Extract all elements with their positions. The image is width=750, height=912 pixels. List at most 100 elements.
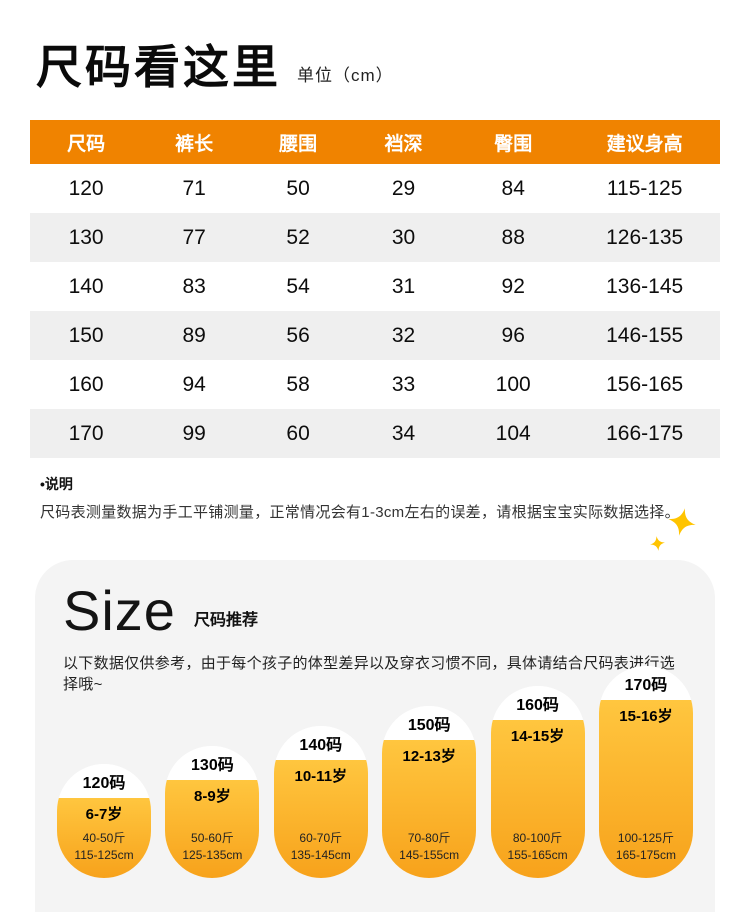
table-cell: 52 xyxy=(286,225,310,249)
table-cell: 104 xyxy=(495,421,531,445)
table-cell: 96 xyxy=(501,323,525,347)
pill-weight-height: 60-70斤 135-145cm xyxy=(291,830,351,864)
table-cell: 126-135 xyxy=(606,225,684,249)
table-cell: 92 xyxy=(501,274,525,298)
table-cell: 71 xyxy=(182,176,206,200)
pill-weight-height: 40-50斤 115-125cm xyxy=(74,830,133,864)
table-cell: 150 xyxy=(68,323,104,347)
table-cell: 130 xyxy=(68,225,104,249)
pill-body: 12-13岁 70-80斤 145-155cm xyxy=(382,740,477,878)
pill-height: 115-125cm xyxy=(74,848,134,863)
table-row: 170 99 60 34 104 166-175 xyxy=(30,409,720,458)
note-text: 尺码表测量数据为手工平铺测量，正常情况会有1-3cm左右的误差，请根据宝宝实际数… xyxy=(40,504,680,521)
pill-height: 145-155cm xyxy=(399,848,460,863)
page-title: 尺码看这里 xyxy=(36,41,281,93)
pill-weight-height: 80-100斤 155-165cm xyxy=(508,830,568,864)
sparkle-icon xyxy=(665,505,698,538)
size-section-subtitle: 尺码推荐 xyxy=(193,612,258,630)
pill-size-code: 130码 xyxy=(165,746,260,780)
table-cell: 60 xyxy=(286,421,310,445)
pill-body: 15-16岁 100-125斤 165-175cm xyxy=(598,700,693,878)
table-cell: 58 xyxy=(286,372,310,396)
pill-height: 155-165cm xyxy=(507,848,568,863)
table-cell: 54 xyxy=(286,274,310,298)
size-section-title: Size xyxy=(63,579,176,642)
pill-height: 125-135cm xyxy=(182,848,243,863)
pill-weight: 70-80斤 xyxy=(407,831,451,846)
pill-size-code: 160码 xyxy=(490,686,585,720)
pill-weight: 80-100斤 xyxy=(512,831,563,846)
size-pill-160: 160码 14-15岁 80-100斤 155-165cm xyxy=(490,686,585,878)
table-cell: 136-145 xyxy=(606,274,684,298)
size-pill-120: 120码 6-7岁 40-50斤 115-125cm xyxy=(57,764,151,878)
pill-age: 6-7岁 xyxy=(85,806,123,823)
table-row: 160 94 58 33 100 156-165 xyxy=(30,360,720,409)
size-pill-170: 170码 15-16岁 100-125斤 165-175cm xyxy=(598,666,693,878)
table-cell: 170 xyxy=(68,421,104,445)
pill-age: 15-16岁 xyxy=(619,708,673,725)
table-cell: 30 xyxy=(391,225,416,249)
table-cell: 115-125 xyxy=(606,176,683,200)
size-pill-150: 150码 12-13岁 70-80斤 145-155cm xyxy=(382,706,477,878)
table-cell: 156-165 xyxy=(606,372,684,396)
size-pill-140: 140码 10-11岁 60-70斤 135-145cm xyxy=(273,726,368,878)
table-header-waist: 腰围 xyxy=(279,133,318,155)
table-cell: 56 xyxy=(286,323,310,347)
table-header-suggested-height: 建议身高 xyxy=(606,133,683,155)
table-row: 120 71 50 29 84 115-125 xyxy=(30,164,720,213)
table-cell: 84 xyxy=(501,176,525,200)
pill-weight-height: 100-125斤 165-175cm xyxy=(616,830,676,864)
pill-age: 12-13岁 xyxy=(402,748,456,765)
pill-weight: 60-70斤 xyxy=(299,831,343,846)
table-cell: 83 xyxy=(182,274,206,298)
table-cell: 33 xyxy=(391,372,416,396)
pill-height: 165-175cm xyxy=(615,848,676,863)
table-header-pant-length: 裤长 xyxy=(175,133,214,155)
table-cell: 77 xyxy=(182,225,206,249)
page-header: 尺码看这里 单位（cm） xyxy=(0,0,750,90)
pill-age: 8-9岁 xyxy=(194,788,231,805)
sparkle-icon xyxy=(649,535,666,552)
table-cell: 120 xyxy=(68,176,104,200)
table-cell: 29 xyxy=(391,176,416,200)
table-header-row: 尺码 裤长 腰围 裆深 臀围 建议身高 xyxy=(30,120,720,164)
pill-size-code: 170码 xyxy=(598,666,693,700)
table-row: 130 77 52 30 88 126-135 xyxy=(30,213,720,262)
table-cell: 94 xyxy=(182,372,206,396)
table-header-size: 尺码 xyxy=(67,133,106,155)
size-section-header: Size 尺码推荐 xyxy=(35,560,715,642)
pill-weight: 40-50斤 xyxy=(82,831,126,846)
unit-label: 单位（cm） xyxy=(297,66,394,85)
table-header-hip: 臀围 xyxy=(494,133,533,155)
table-cell: 99 xyxy=(182,421,206,445)
size-pill-130: 130码 8-9岁 50-60斤 125-135cm xyxy=(165,746,260,878)
size-pill-chart: 120码 6-7岁 40-50斤 115-125cm 130码 8-9岁 50-… xyxy=(57,666,693,878)
table-cell: 146-155 xyxy=(606,323,684,347)
note-label: •说明 xyxy=(40,476,73,492)
table-cell: 88 xyxy=(501,225,525,249)
table-row: 150 89 56 32 96 146-155 xyxy=(30,311,720,360)
table-cell: 160 xyxy=(68,372,104,396)
pill-weight: 50-60斤 xyxy=(191,831,234,846)
pill-age: 14-15岁 xyxy=(510,728,565,745)
pill-weight-height: 50-60斤 125-135cm xyxy=(182,830,242,864)
pill-body: 10-11岁 60-70斤 135-145cm xyxy=(273,760,368,878)
pill-size-code: 140码 xyxy=(273,726,368,760)
pill-body: 14-15岁 80-100斤 155-165cm xyxy=(490,720,585,878)
table-cell: 50 xyxy=(286,176,310,200)
size-section-description: 以下数据仅供参考，由于每个孩子的体型差异以及穿衣习惯不同，具体请结合尺码表进行选… xyxy=(63,655,676,694)
size-table: 尺码 裤长 腰围 裆深 臀围 建议身高 120 71 50 29 84 115-… xyxy=(30,120,720,458)
pill-age: 10-11岁 xyxy=(294,768,348,785)
table-header-crotch-depth: 裆深 xyxy=(384,133,423,155)
table-cell: 32 xyxy=(391,323,416,347)
table-cell: 89 xyxy=(182,323,206,347)
pill-height: 135-145cm xyxy=(290,848,351,863)
table-row: 140 83 54 31 92 136-145 xyxy=(30,262,720,311)
table-cell: 31 xyxy=(391,274,416,298)
pill-size-code: 120码 xyxy=(57,764,151,798)
table-cell: 34 xyxy=(391,421,416,445)
pill-weight: 100-125斤 xyxy=(617,831,674,846)
pill-size-code: 150码 xyxy=(382,706,477,740)
note-block: •说明 尺码表测量数据为手工平铺测量，正常情况会有1-3cm左右的误差，请根据宝… xyxy=(40,474,710,522)
table-cell: 100 xyxy=(495,372,531,396)
